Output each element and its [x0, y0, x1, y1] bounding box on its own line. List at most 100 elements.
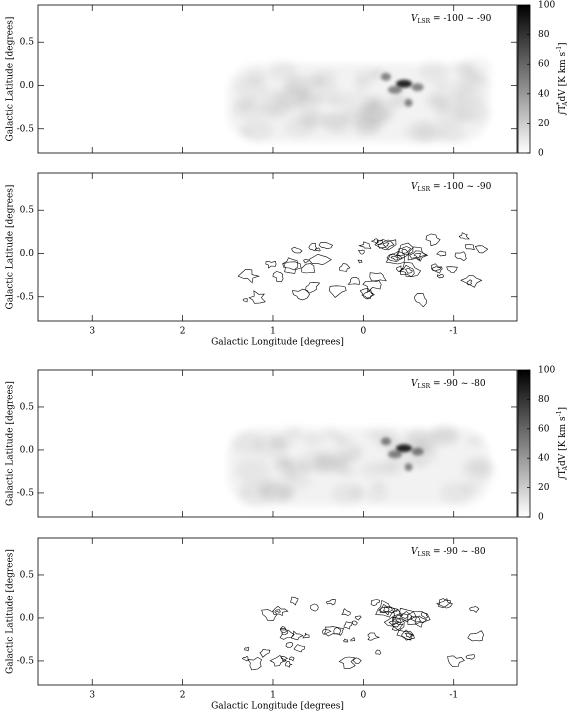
contour: [438, 598, 451, 608]
colorbar-label-part: A: [562, 101, 569, 107]
y-tick-label: -0.5: [17, 488, 35, 498]
contour: [431, 266, 442, 272]
contour: [414, 616, 422, 623]
contour: [430, 263, 443, 274]
y-tick-label: 0.0: [20, 81, 35, 91]
emission: [468, 458, 493, 475]
y-tick-label: 0.5: [20, 570, 35, 580]
contour: [354, 615, 362, 621]
emission-peak: [404, 463, 413, 472]
contour: [358, 241, 372, 249]
contour: [377, 239, 395, 249]
emission: [449, 80, 474, 97]
x-tick-label: 1: [270, 691, 276, 701]
emission: [275, 457, 293, 469]
contour: [310, 603, 319, 612]
contour: [352, 657, 362, 664]
emission: [323, 428, 340, 440]
colorbar-label-part: -1: [556, 410, 563, 416]
map-content: [227, 426, 495, 506]
contour: [359, 287, 374, 299]
colorbar-tick-label: 40: [538, 454, 550, 464]
velocity-annotation: VLSR = -100 ~ -90: [411, 182, 492, 193]
contour: [413, 293, 427, 308]
contour: [392, 607, 417, 623]
y-axis-label: Galactic Latitude [degrees]: [6, 381, 16, 506]
contour: [399, 261, 422, 278]
annotation-text: = -100 ~ -90: [430, 14, 492, 24]
contour: [328, 285, 347, 298]
contour: [242, 298, 249, 303]
x-tick-label: 3: [89, 327, 95, 337]
y-tick-label: -0.5: [17, 292, 35, 302]
contour: [436, 250, 447, 257]
contour: [395, 242, 414, 260]
emission: [354, 79, 369, 89]
contour: [357, 259, 363, 264]
colorbar-label-part: A: [562, 465, 569, 471]
annotation-text: = -90 ~ -80: [430, 379, 486, 389]
contour: [407, 611, 431, 628]
x-axis-label: Galactic Longitude [degrees]: [211, 702, 344, 712]
colorbar-label-part: *: [556, 466, 563, 469]
contour: [435, 598, 453, 609]
contour: [396, 629, 415, 641]
colorbar: [517, 4, 531, 154]
contour: [374, 239, 397, 251]
emission: [303, 432, 323, 446]
annotation-subscript: LSR: [418, 186, 431, 193]
annotation-subscript: LSR: [418, 551, 431, 558]
contour: [350, 637, 356, 642]
emission: [347, 468, 359, 476]
emission: [404, 430, 431, 448]
contour: [308, 253, 332, 266]
colorbar-tick-label: 20: [538, 119, 550, 129]
emission: [371, 479, 386, 490]
panel: 3 2 1 0 -1 -0.5 0.0 0.5 Galactic Latitude [degre…: [6, 537, 518, 712]
contour: [401, 248, 409, 255]
colorbar-tick-label: 80: [538, 395, 550, 405]
emission: [337, 438, 355, 450]
panel: -0.5 0.0 0.5 Galactic Latitude [degrees] VLS…: [6, 366, 569, 523]
plot-frame: [37, 4, 518, 154]
emission: [232, 97, 266, 120]
map-content: [237, 232, 489, 308]
emission: [272, 439, 284, 447]
contour: [466, 279, 473, 286]
contour: [291, 246, 303, 254]
emission-peak: [411, 447, 424, 456]
annotation-symbol: V: [411, 14, 419, 24]
emission: [355, 90, 365, 97]
emission: [414, 121, 445, 142]
x-axis-label: Galactic Longitude [degrees]: [211, 338, 344, 348]
contour: [385, 251, 405, 265]
emission: [461, 58, 491, 79]
emission-peak: [380, 72, 391, 81]
emission: [466, 435, 483, 447]
emission-peak: [380, 437, 391, 446]
emission: [303, 111, 321, 124]
contour: [247, 656, 262, 671]
contour: [467, 630, 485, 642]
contour: [409, 250, 427, 261]
annotation-symbol: V: [411, 547, 419, 557]
contour: [285, 661, 293, 668]
annotation-symbol: V: [411, 182, 419, 192]
velocity-annotation: VLSR = -100 ~ -90: [411, 14, 492, 25]
velocity-annotation: VLSR = -90 ~ -80: [411, 547, 486, 558]
contour: [241, 655, 250, 662]
y-axis-label: Galactic Latitude [degrees]: [6, 549, 16, 674]
contour: [447, 655, 465, 667]
colorbar-label-part: dV [K km s: [558, 416, 568, 466]
contour: [259, 648, 271, 658]
map-content: [227, 58, 492, 143]
emission: [409, 456, 427, 468]
emission: [286, 486, 298, 494]
contour: [458, 232, 470, 240]
emission: [440, 482, 471, 503]
emission: [234, 76, 266, 97]
contour: [279, 627, 289, 635]
emission-peak: [404, 98, 413, 107]
contour: [303, 259, 309, 264]
emission-peak: [387, 450, 402, 459]
